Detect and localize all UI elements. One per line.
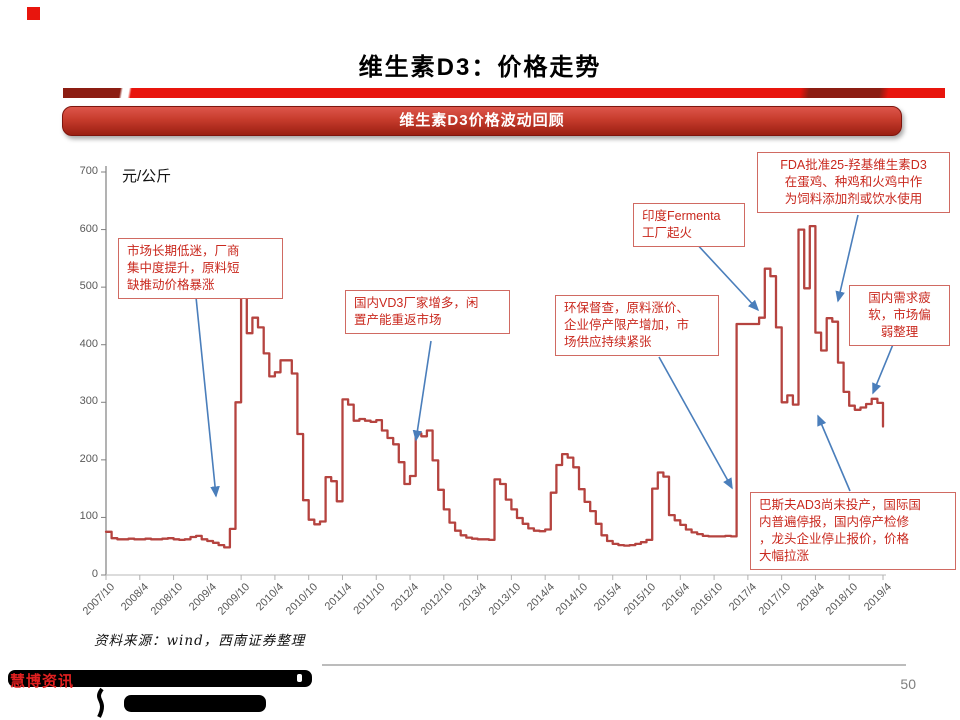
y-tick-label: 400 [79,337,98,350]
y-tick-label: 100 [79,510,98,523]
annotation-box: 国内需求疲 软，市场偏 弱整理 [849,285,950,346]
annotation-box: 市场长期低迷，厂商 集中度提升，原料短 缺推动价格暴涨 [118,238,283,299]
y-tick-label: 0 [91,568,98,580]
decorative-divider-bar [63,88,945,98]
y-tick-label: 700 [79,165,98,177]
redaction-bar [124,695,266,712]
annotation-box: 印度Fermenta 工厂起火 [633,203,745,247]
footer-divider [322,664,906,666]
source-note: 资料来源：wind，西南证券整理 [94,633,306,649]
page-number: 50 [900,676,916,692]
ink-squiggle-icon [97,687,104,718]
annotation-box: FDA批准25-羟基维生素D3 在蛋鸡、种鸡和火鸡中作 为饲料添加剂或饮水使用 [757,152,950,213]
page-title: 维生素D3：价格走势 [358,54,602,81]
annotation-box: 环保督查，原料涨价、 企业停产限产增加，市 场供应持续紧张 [555,295,719,356]
y-axis-unit-label: 元/公斤 [122,168,172,185]
section-banner: 维生素D3价格波动回顾 [62,106,902,136]
title-bullet-icon [27,7,40,20]
y-tick-label: 200 [79,452,98,465]
watermark-text: 慧博资讯 [10,673,75,690]
annotation-box: 巴斯夫AD3尚未投产，国际国 内普遍停报，国内停产检修 ，龙头企业停止报价，价格… [750,492,956,570]
annotation-box: 国内VD3厂家增多，闲 置产能重返市场 [345,290,510,334]
redaction-bar [8,670,312,687]
y-tick-label: 500 [79,280,98,293]
y-tick-label: 600 [79,222,98,235]
redaction-notch [297,674,302,682]
y-tick-label: 300 [79,395,98,408]
